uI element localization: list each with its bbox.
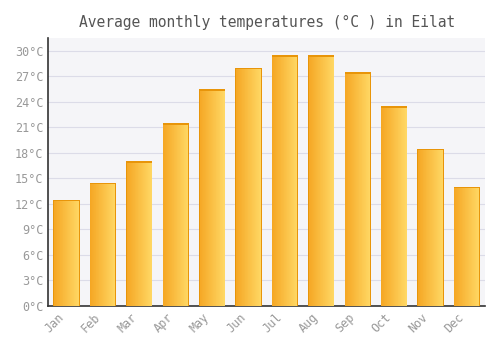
Bar — [162, 123, 163, 306]
Bar — [126, 161, 127, 306]
Bar — [272, 55, 298, 57]
Bar — [454, 187, 480, 188]
Bar — [261, 68, 262, 306]
Bar — [54, 199, 80, 201]
Bar — [443, 149, 444, 306]
Title: Average monthly temperatures (°C ) in Eilat: Average monthly temperatures (°C ) in Ei… — [78, 15, 455, 30]
Bar — [162, 123, 189, 125]
Bar — [236, 68, 262, 69]
Bar — [344, 72, 345, 306]
Bar — [126, 161, 152, 163]
Bar — [188, 123, 189, 306]
Bar — [418, 149, 444, 150]
Bar — [79, 199, 80, 306]
Bar — [308, 55, 334, 57]
Bar — [224, 89, 225, 306]
Bar — [344, 72, 370, 74]
Bar — [381, 106, 407, 108]
Bar — [199, 89, 225, 91]
Bar — [381, 106, 382, 306]
Bar — [199, 89, 200, 306]
Bar — [90, 183, 116, 184]
Bar — [406, 106, 407, 306]
